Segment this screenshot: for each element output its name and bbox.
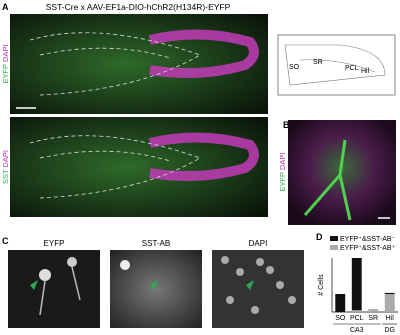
micrograph-top bbox=[10, 14, 268, 114]
channel: DAPI bbox=[1, 44, 10, 62]
channel-label: EYFP DAPI bbox=[1, 44, 10, 83]
panel-title: SST-Cre x AAV-EF1a-DIO-hChR2(H134R)-EYFP bbox=[46, 2, 231, 12]
x-tick-label: Hil bbox=[386, 315, 395, 322]
x-tick-label: SO bbox=[335, 315, 346, 322]
group-label: CA3 bbox=[350, 327, 364, 334]
column-label: EYFP bbox=[44, 239, 65, 248]
legend-label: EYFP⁺&SST-AB⁻ bbox=[340, 236, 396, 243]
schematic: SO SR PCL Hil bbox=[277, 34, 396, 96]
bar-segment bbox=[384, 294, 395, 312]
y-axis-label: # Cells bbox=[318, 274, 325, 296]
region: Hil bbox=[361, 68, 370, 75]
channel-label: SST DAPI bbox=[1, 150, 10, 184]
channel: DAPI bbox=[278, 152, 287, 170]
channel: EYFP bbox=[278, 172, 287, 192]
column-label: SST-AB bbox=[142, 239, 170, 248]
micrographs-c bbox=[8, 250, 304, 328]
bar-segment bbox=[351, 310, 362, 312]
legend-swatch bbox=[330, 236, 338, 241]
channel-label: EYFP DAPI bbox=[278, 152, 287, 191]
legend-swatch bbox=[330, 245, 338, 250]
bar-segment bbox=[351, 258, 362, 311]
panel-label: A bbox=[2, 2, 9, 12]
panel-label: C bbox=[2, 236, 9, 246]
panel-label: B bbox=[283, 120, 290, 130]
micrograph-b bbox=[288, 120, 396, 225]
bar-segment bbox=[384, 292, 395, 294]
x-tick-label: PCL bbox=[350, 315, 364, 322]
micrograph-bottom bbox=[10, 117, 268, 217]
x-tick-label: SR bbox=[368, 315, 378, 322]
column-label: DAPI bbox=[249, 239, 268, 248]
bar-segment bbox=[335, 294, 346, 312]
bar-segment bbox=[368, 309, 379, 312]
region: SR bbox=[313, 59, 323, 66]
group-label: DG bbox=[385, 327, 396, 334]
channel: EYFP bbox=[1, 64, 10, 84]
region: SO bbox=[289, 64, 300, 71]
legend-label: EYFP⁺&SST-AB⁺ bbox=[340, 245, 396, 252]
region: PCL bbox=[345, 65, 359, 72]
channel: SST bbox=[1, 169, 10, 184]
panel-label: D bbox=[316, 232, 323, 242]
channel: DAPI bbox=[1, 150, 10, 168]
